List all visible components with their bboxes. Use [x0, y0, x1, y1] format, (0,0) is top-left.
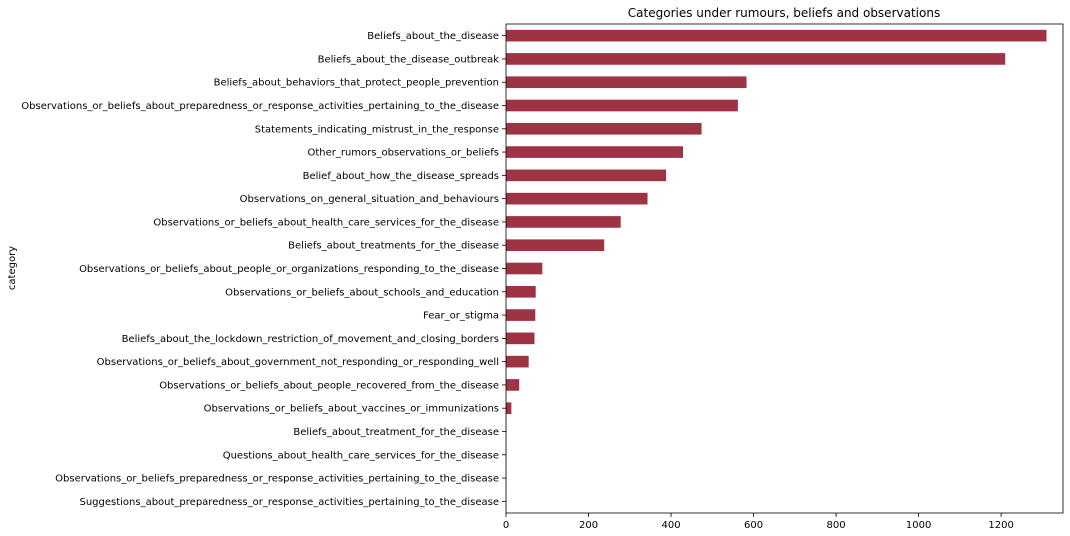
bar: [506, 122, 702, 135]
category-label: Beliefs_about_behaviors_that_protect_peo…: [214, 78, 499, 89]
category-label: Observations_or_beliefs_about_government…: [97, 357, 499, 368]
category-label: Observations_or_beliefs_about_health_car…: [153, 217, 499, 228]
bar: [506, 169, 667, 182]
y-axis-title: category: [7, 246, 18, 290]
x-tick-label: 600: [744, 520, 763, 531]
category-label: Other_rumors_observations_or_beliefs: [307, 148, 499, 159]
category-label: Observations_or_beliefs_about_schools_an…: [225, 287, 499, 298]
x-tick-label: 200: [579, 520, 598, 531]
category-label: Observations_on_general_situation_and_be…: [240, 194, 499, 205]
bars-group: [506, 29, 1047, 508]
category-label: Beliefs_about_the_lockdown_restriction_o…: [122, 334, 499, 345]
x-ticks-group: 0 200 400 600 800 1000 1200: [503, 513, 1014, 531]
bar: [506, 355, 529, 368]
bar: [506, 262, 543, 275]
bar: [506, 216, 621, 228]
x-tick-label: 1200: [988, 520, 1013, 531]
category-label: Observations_or_beliefs_preparedness_or_…: [55, 474, 499, 485]
category-label: Observations_or_beliefs_about_vaccines_o…: [204, 404, 499, 415]
bar: [506, 76, 747, 89]
chart-title: Categories under rumours, beliefs and ob…: [628, 6, 940, 20]
bar: [506, 285, 536, 298]
category-label: Observations_or_beliefs_about_people_or_…: [79, 264, 499, 275]
bar: [506, 192, 648, 205]
category-label: Observations_or_beliefs_about_people_rec…: [159, 380, 499, 391]
bar: [506, 99, 738, 112]
bar: [506, 402, 512, 415]
category-label: Beliefs_about_treatments_for_the_disease: [288, 241, 499, 252]
plot-frame: [505, 23, 1064, 514]
x-tick-label: 0: [503, 520, 509, 531]
category-label: Statements_indicating_mistrust_in_the_re…: [255, 124, 499, 135]
x-tick-label: 800: [827, 520, 846, 531]
category-labels-group: Beliefs_about_the_disease Beliefs_about_t…: [21, 31, 506, 508]
category-label: Questions_about_health_care_services_for…: [223, 450, 499, 461]
category-label: Observations_or_beliefs_about_preparedne…: [21, 101, 499, 112]
x-tick-label: 1000: [906, 520, 931, 531]
bar: [506, 239, 605, 252]
category-label: Suggestions_about_preparedness_or_respon…: [79, 497, 499, 508]
category-label: Beliefs_about_the_disease_outbreak: [318, 54, 500, 65]
category-label: Belief_about_how_the_disease_spreads: [303, 171, 499, 182]
x-tick-label: 400: [661, 520, 680, 531]
bar: [506, 309, 536, 321]
bar: [506, 29, 1047, 42]
category-label: Fear_or_stigma: [423, 311, 499, 322]
bar: [506, 146, 684, 158]
bar: [506, 379, 520, 391]
category-label: Beliefs_about_treatment_for_the_disease: [293, 427, 499, 438]
bar: [506, 53, 1006, 65]
bar: [506, 332, 535, 345]
category-label: Beliefs_about_the_disease: [367, 31, 499, 42]
